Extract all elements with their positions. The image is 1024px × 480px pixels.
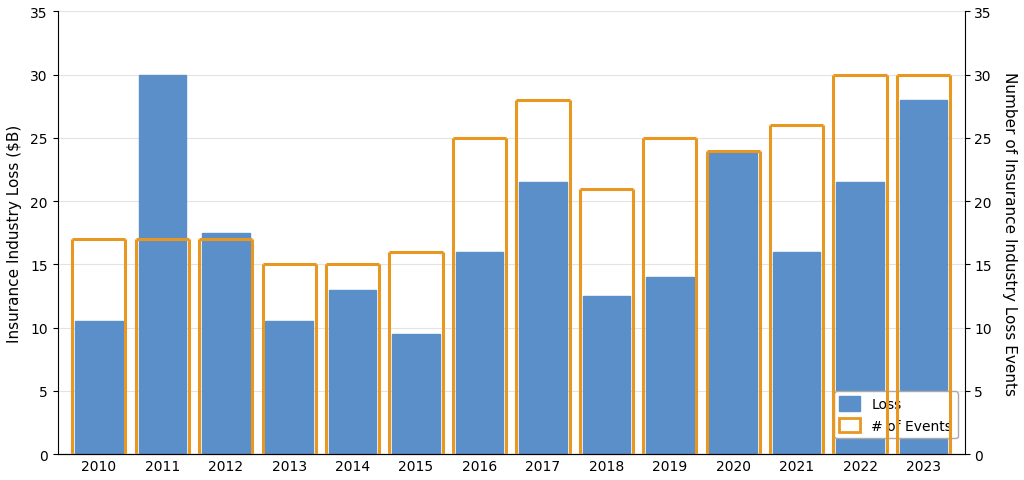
Bar (265, 322, 313, 454)
Bar (138, 75, 186, 454)
Bar (646, 277, 693, 454)
Bar (75, 322, 123, 454)
Legend: Loss, # of Events: Loss, # of Events (834, 391, 957, 439)
Bar (329, 290, 377, 454)
Y-axis label: Insurance Industry Loss ($B): Insurance Industry Loss ($B) (7, 124, 22, 342)
Bar (456, 252, 503, 454)
Bar (837, 183, 884, 454)
Bar (202, 233, 250, 454)
Bar (519, 183, 566, 454)
Bar (900, 101, 947, 454)
Bar (710, 151, 757, 454)
Y-axis label: Number of Insurance Industry Loss Events: Number of Insurance Industry Loss Events (1002, 72, 1017, 395)
Bar (583, 297, 630, 454)
Bar (773, 252, 820, 454)
Bar (392, 335, 439, 454)
